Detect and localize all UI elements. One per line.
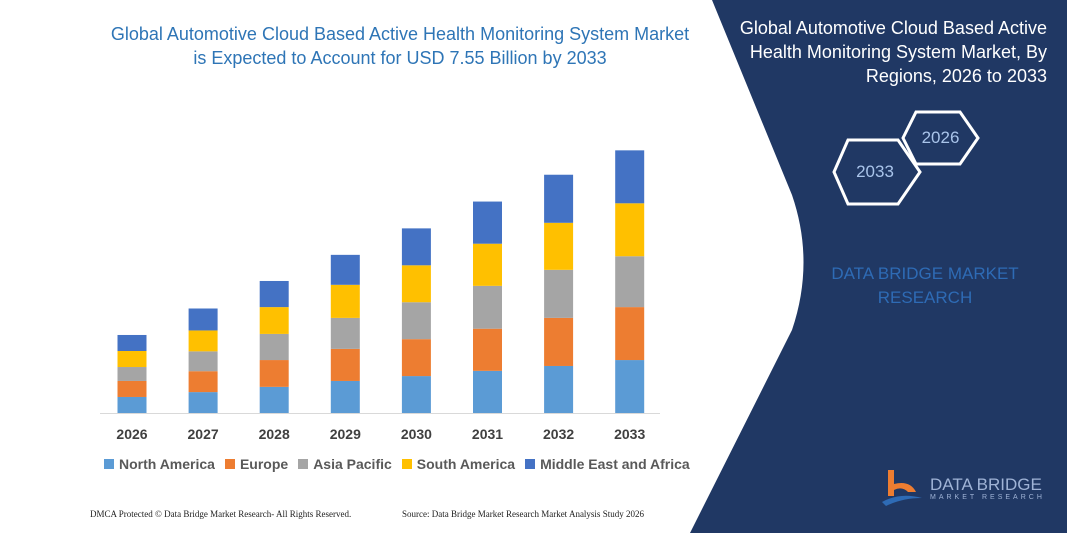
bar-segment-2027-europe <box>188 371 218 393</box>
bar-segment-2031-asia-pacific <box>473 285 502 329</box>
hex-label-2026: 2026 <box>921 128 960 147</box>
bar-segment-2027-north-america <box>188 392 218 413</box>
hexagon-2026 <box>901 110 980 166</box>
legend-item: North America <box>104 456 215 472</box>
x-tick-label: 2028 <box>259 426 290 442</box>
bar-segment-2029-north-america <box>330 380 360 413</box>
bar-chart: 2026 2027 2028 2029 2030 2031 2032 2033 <box>116 150 645 442</box>
legend-swatch <box>401 459 412 469</box>
legend-item: Asia Pacific <box>298 456 392 472</box>
bar-segment-2028-south-america <box>259 307 289 334</box>
bar-segment-2027-asia-pacific <box>188 351 218 372</box>
bar-segment-2028-europe <box>259 360 289 387</box>
legend-label: Europe <box>239 456 289 472</box>
x-tick-label: 2031 <box>472 426 503 442</box>
legend-label: North America <box>119 456 215 472</box>
bar-segment-2026-north-america <box>117 396 147 413</box>
hexagon-2033 <box>832 138 922 206</box>
bar-segment-2029-europe <box>330 348 360 381</box>
logo-icon <box>882 470 922 506</box>
x-tick-label: 2033 <box>614 426 645 442</box>
bar-segment-2032-north-america <box>544 365 574 413</box>
legend-swatch <box>224 459 235 469</box>
legend-label: South America <box>416 456 516 472</box>
bar-segment-2028-north-america <box>259 386 289 413</box>
bar-segment-2028-asia-pacific <box>259 333 289 361</box>
chart-title: Global Automotive Cloud Based Active Hea… <box>110 24 690 68</box>
bar-segment-2029-middle-east-and-africa <box>330 254 360 285</box>
side-panel <box>690 0 1067 533</box>
x-tick-label: 2026 <box>116 426 147 442</box>
bar-segment-2026-middle-east-and-africa <box>117 334 147 351</box>
x-tick-label: 2030 <box>401 426 432 442</box>
bar-segment-2033-asia-pacific <box>615 256 645 308</box>
bar-segment-2029-asia-pacific <box>330 317 360 349</box>
bar-segment-2033-middle-east-and-africa <box>615 150 645 204</box>
legend-label: Asia Pacific <box>313 456 392 472</box>
bar-segment-2026-europe <box>117 380 147 397</box>
bar-segment-2030-middle-east-and-africa <box>401 228 431 266</box>
bar-segment-2031-middle-east-and-africa <box>473 201 502 244</box>
legend-item: Europe <box>224 456 289 472</box>
bar-segment-2028-middle-east-and-africa <box>259 280 289 308</box>
bar-segment-2031-south-america <box>473 243 502 286</box>
logo-name: DATA BRIDGE <box>930 474 1042 494</box>
company-logo: DATA BRIDGE MARKET RESEARCH <box>880 468 1045 508</box>
x-tick-label: 2027 <box>188 426 219 442</box>
legend: North America Europe Asia Pacific South Ame… <box>104 456 690 472</box>
legend-label: Middle East and Africa <box>540 456 690 472</box>
bar-segment-2030-asia-pacific <box>401 302 431 340</box>
legend-swatch <box>298 459 309 469</box>
bar-segment-2027-middle-east-and-africa <box>188 308 218 331</box>
bar-segment-2032-asia-pacific <box>544 269 574 318</box>
logo-subtitle: MARKET RESEARCH <box>930 493 1045 501</box>
bar-segment-2026-asia-pacific <box>117 367 147 381</box>
watermark-text: DATA BRIDGE MARKET RESEARCH <box>831 264 1019 307</box>
legend-swatch <box>104 459 114 469</box>
bar-segment-2027-south-america <box>188 330 218 352</box>
x-tick-label: 2029 <box>330 426 361 442</box>
bar-segment-2032-middle-east-and-africa <box>544 174 574 223</box>
bar-segment-2030-north-america <box>401 376 431 413</box>
x-tick-label: 2032 <box>543 426 574 442</box>
copyright-footer: DMCA Protected © Data Bridge Market Rese… <box>90 509 352 519</box>
legend-swatch <box>525 459 536 469</box>
legend-item: South America <box>401 456 516 472</box>
bar-segment-2033-south-america <box>615 203 645 257</box>
bar-segment-2031-north-america <box>473 370 502 413</box>
bar-segment-2033-north-america <box>615 360 645 413</box>
source-footer: Source: Data Bridge Market Research Mark… <box>402 509 644 519</box>
bar-segment-2030-south-america <box>401 265 431 303</box>
bar-segment-2030-europe <box>401 339 431 377</box>
legend-item: Middle East and Africa <box>525 456 690 472</box>
bar-segment-2032-europe <box>544 317 574 366</box>
hex-label-2033: 2033 <box>856 162 894 181</box>
bar-segment-2032-south-america <box>544 222 574 270</box>
bar-segment-2029-south-america <box>330 284 360 318</box>
side-panel-title: Global Automotive Cloud Based Active Hea… <box>739 18 1047 86</box>
bar-segment-2031-europe <box>473 328 502 371</box>
bar-segment-2026-south-america <box>117 350 147 368</box>
bar-segment-2033-europe <box>615 307 645 361</box>
